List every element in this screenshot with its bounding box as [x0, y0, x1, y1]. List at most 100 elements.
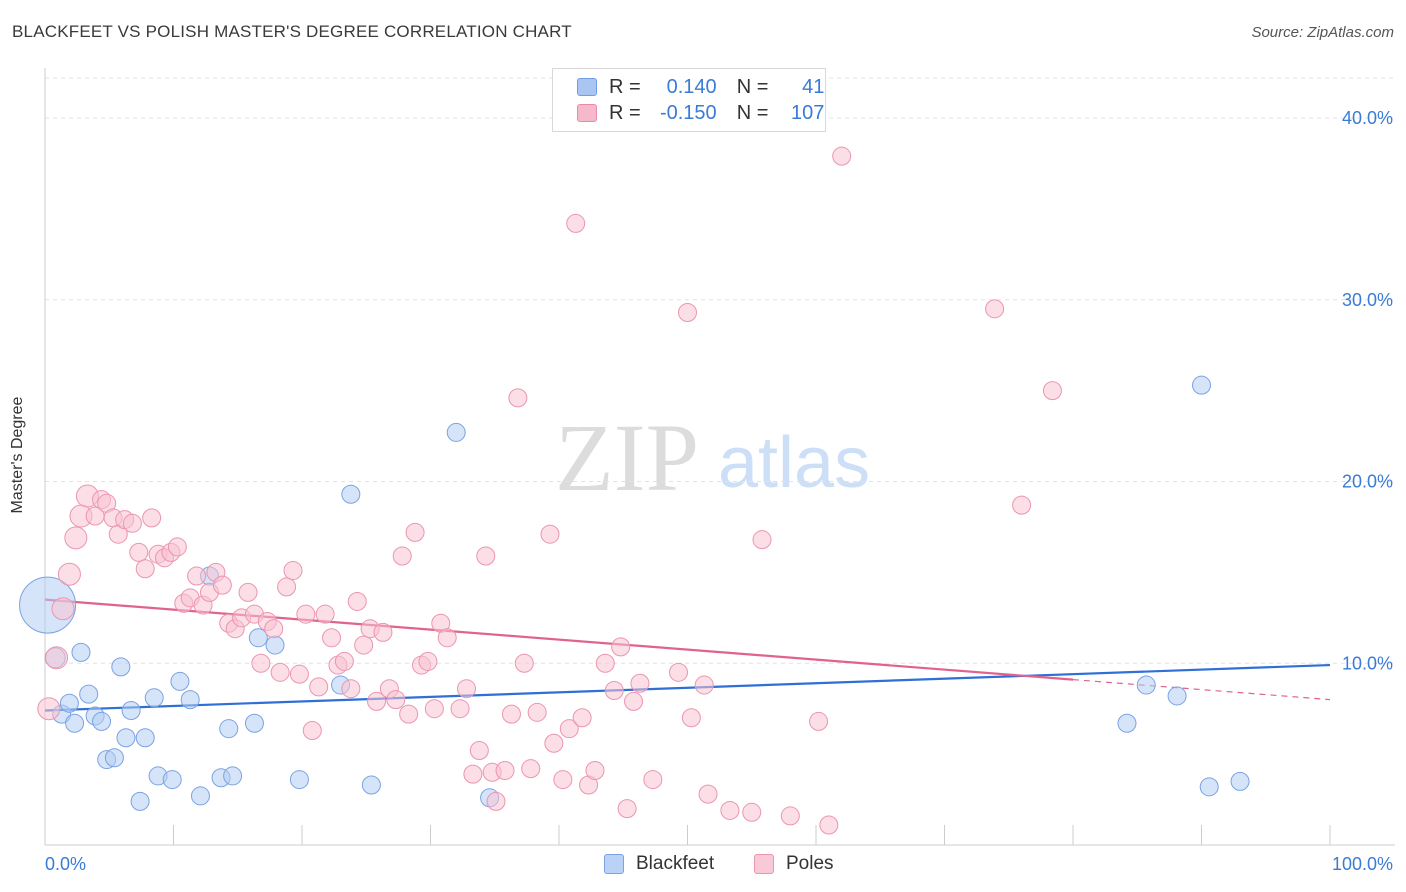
poles-point — [334, 651, 354, 671]
blackfeet-point — [341, 484, 361, 504]
poles-point — [289, 664, 309, 684]
poles-point — [501, 704, 521, 724]
poles-point — [624, 691, 644, 711]
legend-n-label: N = — [736, 75, 769, 98]
poles-point — [611, 637, 631, 657]
poles-point — [37, 697, 61, 721]
x-tick-label: 100.0% — [1332, 854, 1393, 874]
poles-point — [521, 759, 541, 779]
poles-point — [681, 708, 701, 728]
poles-point — [1012, 495, 1032, 515]
legend-item-poles[interactable]: Poles — [754, 852, 834, 876]
legend-label-blackfeet: Blackfeet — [636, 853, 715, 874]
x-tick-label: 0.0% — [45, 854, 86, 874]
legend-n-value: 41 — [802, 75, 825, 98]
blackfeet-point — [135, 728, 155, 748]
watermark-atlas: atlas — [718, 423, 870, 503]
blackfeet-point — [65, 713, 85, 733]
blackfeet-point — [1167, 686, 1187, 706]
blackfeet-point — [144, 688, 164, 708]
poles-point — [315, 604, 335, 624]
poles-point — [270, 662, 290, 682]
poles-point — [238, 582, 258, 602]
poles-trend-line-dashed — [1072, 679, 1331, 701]
blackfeet-point — [116, 728, 136, 748]
blackfeet-point — [162, 770, 182, 790]
poles-point — [742, 802, 762, 822]
poles-point — [643, 770, 663, 790]
poles-point — [508, 388, 528, 408]
poles-trend-line — [44, 598, 1074, 681]
y-tick-label: 10.0% — [1342, 653, 1393, 673]
legend-swatch-blackfeet — [577, 78, 597, 96]
blackfeet-point — [79, 684, 99, 704]
watermark-zip: ZIP — [555, 404, 699, 511]
y-tick-label: 20.0% — [1342, 472, 1393, 492]
poles-point — [187, 566, 207, 586]
poles-point — [347, 591, 367, 611]
poles-point — [424, 699, 444, 719]
poles-point — [129, 542, 149, 562]
poles-point — [450, 699, 470, 719]
poles-point — [463, 764, 483, 784]
blackfeet-point — [1136, 675, 1156, 695]
y-tick-label: 40.0% — [1342, 108, 1393, 128]
poles-point — [302, 720, 322, 740]
poles-point — [604, 681, 624, 701]
stats-legend: R = 0.140 N = 41 R = -0.150 N = 107 — [552, 68, 826, 132]
poles-point — [630, 673, 650, 693]
blackfeet-point — [289, 770, 309, 790]
poles-point — [486, 791, 506, 811]
poles-point — [566, 213, 586, 233]
poles-point — [309, 677, 329, 697]
legend-label-poles: Poles — [786, 853, 834, 874]
poles-point — [392, 546, 412, 566]
blackfeet-point — [244, 713, 264, 733]
legend-n-label: N = — [736, 101, 769, 124]
blackfeet-point — [265, 635, 285, 655]
poles-point — [264, 619, 284, 639]
poles-point — [251, 653, 271, 673]
poles-point — [720, 800, 740, 820]
poles-point — [595, 653, 615, 673]
blackfeet-point — [1230, 771, 1250, 791]
legend-swatch-blackfeet — [604, 854, 624, 874]
blackfeet-point — [130, 791, 150, 811]
poles-point — [373, 622, 393, 642]
legend-r-label: R = — [609, 101, 641, 124]
blackfeet-point — [223, 766, 243, 786]
blackfeet-point — [248, 628, 268, 648]
poles-point — [341, 679, 361, 699]
poles-point — [64, 526, 88, 550]
blackfeet-point — [446, 422, 466, 442]
poles-point — [469, 740, 489, 760]
blackfeet-point — [59, 693, 79, 713]
poles-point — [553, 770, 573, 790]
blackfeet-point — [1117, 713, 1137, 733]
poles-point — [135, 559, 155, 579]
blackfeet-point — [1199, 777, 1219, 797]
poles-point — [540, 524, 560, 544]
poles-point — [167, 537, 187, 557]
poles-point — [1042, 381, 1062, 401]
legend-item-blackfeet[interactable]: Blackfeet — [604, 852, 714, 876]
blackfeet-point — [92, 711, 112, 731]
legend-r-label: R = — [609, 75, 641, 98]
poles-point — [819, 815, 839, 835]
blackfeet-point — [111, 657, 131, 677]
poles-point — [437, 628, 457, 648]
poles-point — [809, 711, 829, 731]
poles-point — [476, 546, 496, 566]
legend-row-poles: R = -0.150 N = 107 — [577, 101, 824, 125]
poles-point — [51, 597, 75, 621]
poles-point — [405, 522, 425, 542]
legend-r-value: -0.150 — [659, 101, 717, 124]
poles-point — [832, 146, 852, 166]
poles-point — [122, 513, 142, 533]
blackfeet-point — [180, 690, 200, 710]
poles-point — [669, 662, 689, 682]
legend-r-value: 0.140 — [666, 75, 717, 98]
blackfeet-trend-line — [44, 663, 1331, 712]
poles-point — [322, 628, 342, 648]
